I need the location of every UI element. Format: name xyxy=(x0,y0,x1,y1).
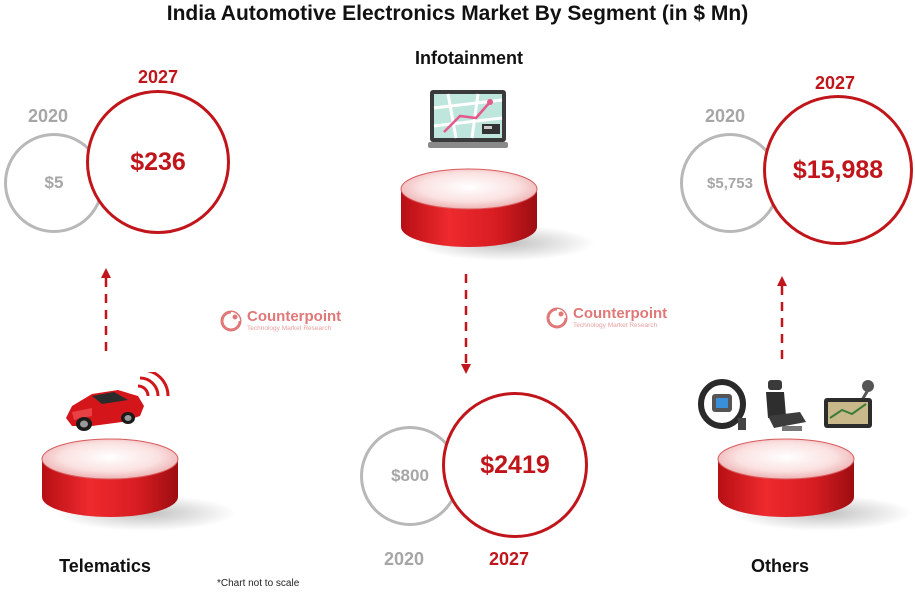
telematics-podium xyxy=(41,438,236,531)
infotainment-label: Infotainment xyxy=(415,48,523,68)
infotainment-2027-year: 2027 xyxy=(489,549,530,569)
infotainment-arrow xyxy=(461,274,471,374)
telematics-label: Telematics xyxy=(59,556,151,576)
others-podium xyxy=(717,438,912,531)
others-2020-year: 2020 xyxy=(705,106,746,126)
telematics-arrow xyxy=(101,268,111,354)
watermark-right: Counterpoint Technology Market Research xyxy=(545,306,667,330)
watermark-name: Counterpoint xyxy=(247,308,342,325)
telematics-2027-bubble: $236 xyxy=(86,90,230,234)
infotainment-screen-icon xyxy=(428,90,508,148)
telematics-2027-year: 2027 xyxy=(138,67,179,87)
others-label: Others xyxy=(750,556,810,576)
telematics-2020-year: 2020 xyxy=(28,106,69,126)
others-2027-year: 2027 xyxy=(815,73,856,93)
infotainment-podium xyxy=(400,168,595,261)
others-arrow xyxy=(777,276,787,362)
infotainment-2027-bubble: $2419 xyxy=(442,392,588,538)
footnote: *Chart not to scale xyxy=(217,578,300,589)
car-icon xyxy=(66,372,170,431)
watermark-left: Counterpoint Technology Market Research xyxy=(219,309,341,333)
navigation-device-icon xyxy=(824,380,874,428)
watermark-name: Counterpoint xyxy=(573,305,668,322)
seat-icon xyxy=(766,380,806,431)
watermark-tagline: Technology Market Research xyxy=(247,325,332,332)
infotainment-2020-year: 2020 xyxy=(384,549,425,569)
others-2027-bubble: $15,988 xyxy=(763,95,913,245)
chart-title: India Automotive Electronics Market By S… xyxy=(166,2,749,25)
counterpoint-logo-icon xyxy=(546,307,568,329)
watermark-tagline: Technology Market Research xyxy=(573,322,658,329)
counterpoint-logo-icon xyxy=(220,310,242,332)
steering-wheel-icon xyxy=(698,379,746,430)
